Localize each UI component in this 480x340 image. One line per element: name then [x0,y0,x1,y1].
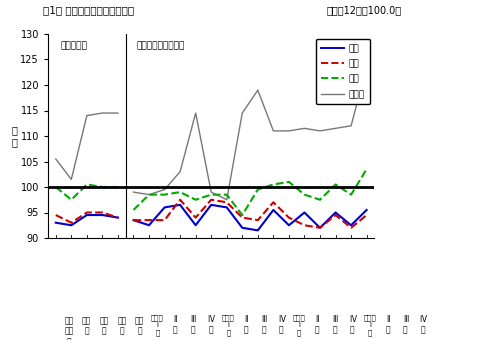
Text: Ⅱ
期: Ⅱ 期 [244,314,248,334]
Text: Ⅲ
期: Ⅲ 期 [261,314,266,334]
Text: Ⅳ
期: Ⅳ 期 [278,314,285,334]
Text: Ⅳ
期: Ⅳ 期 [349,314,356,334]
Text: Ⅳ
期: Ⅳ 期 [420,314,427,334]
Legend: 生産, 出荷, 在庫, 在庫率: 生産, 出荷, 在庫, 在庫率 [316,38,370,104]
Text: Ⅲ
期: Ⅲ 期 [403,314,408,334]
Text: 十七
年: 十七 年 [118,316,127,336]
Text: （季節調整済指数）: （季節調整済指数） [137,41,185,51]
Text: 十八
年: 十八 年 [135,316,144,336]
Text: Ⅳ
期: Ⅳ 期 [207,314,214,334]
Text: 十八年
Ⅰ
期: 十八年 Ⅰ 期 [364,314,376,336]
Text: 平成
十四
年: 平成 十四 年 [64,316,73,340]
Text: （原指数）: （原指数） [60,41,87,51]
Text: Ⅱ
期: Ⅱ 期 [173,314,178,334]
Y-axis label: 指
数: 指 数 [12,125,18,147]
Text: 十五年
Ⅰ
期: 十五年 Ⅰ 期 [151,314,164,336]
Text: Ⅲ
期: Ⅲ 期 [190,314,195,334]
Text: 十七年
Ⅰ
期: 十七年 Ⅰ 期 [293,314,305,336]
Text: Ⅱ
期: Ⅱ 期 [385,314,390,334]
Text: 十六年
Ⅰ
期: 十六年 Ⅰ 期 [222,314,235,336]
Text: Ⅲ
期: Ⅲ 期 [332,314,337,334]
Text: （平成12年＝100.0）: （平成12年＝100.0） [326,5,402,15]
Text: 第1図 千葉県鉱工業指数の推移: 第1図 千葉県鉱工業指数の推移 [43,5,134,15]
Text: 十五
年: 十五 年 [82,316,91,336]
Text: Ⅱ
期: Ⅱ 期 [314,314,319,334]
Text: 十六
年: 十六 年 [100,316,109,336]
